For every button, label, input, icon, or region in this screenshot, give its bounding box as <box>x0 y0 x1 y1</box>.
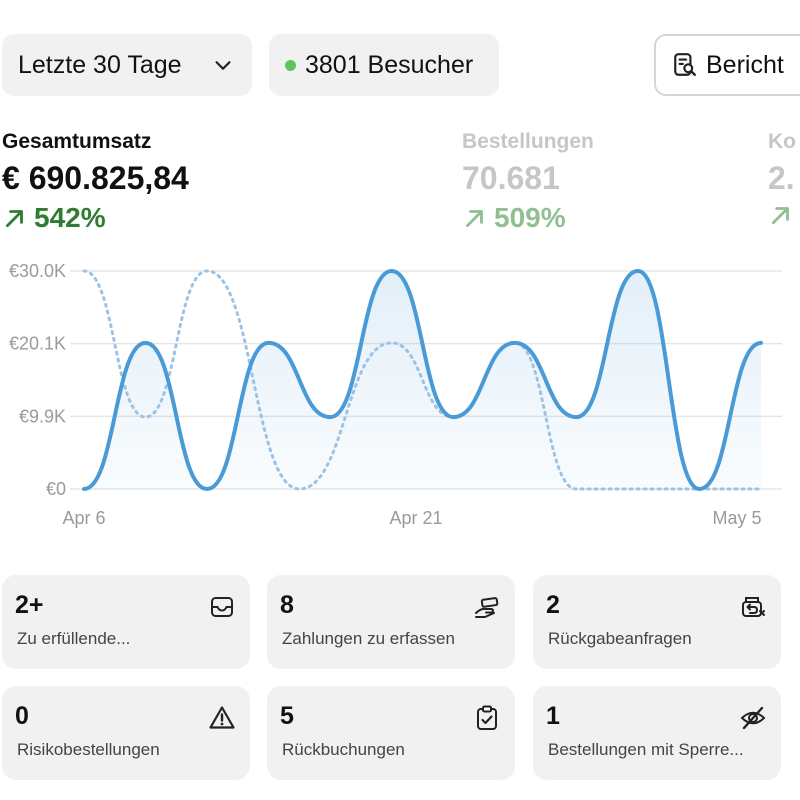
metric-label: Bestellungen <box>462 130 594 153</box>
metric-value: € 690.825,84 <box>2 160 189 196</box>
trend-up-arrow-icon <box>6 210 23 227</box>
metric-value: 2. <box>768 160 795 196</box>
task-card-count: 1 <box>546 702 560 730</box>
metric-change-value: 542% <box>34 202 106 233</box>
metric-change-value: 509% <box>494 202 566 233</box>
y-tick-label: €30.0K <box>9 261 66 281</box>
y-tick-label: €9.9K <box>19 406 66 426</box>
task-card-label: Zahlungen zu erfassen <box>282 629 455 648</box>
x-tick-label: Apr 6 <box>62 508 105 528</box>
chevron-down-icon <box>215 61 231 70</box>
metric-change: 509% <box>462 202 594 234</box>
task-card-r-ckbuchungen[interactable]: 5 Rückbuchungen <box>267 686 515 780</box>
task-card-count: 5 <box>280 702 294 730</box>
metric-value: 70.681 <box>462 160 560 196</box>
task-card-label: Risikobestellungen <box>17 740 160 759</box>
x-tick-label: May 5 <box>712 508 761 528</box>
metric-orders[interactable]: Bestellungen 70.681 509% <box>462 130 594 234</box>
trend-up-arrow-icon <box>772 207 789 224</box>
task-card-count: 2 <box>546 591 560 619</box>
task-card-label: Rückbuchungen <box>282 740 405 759</box>
task-card-label: Zu erfüllende... <box>17 629 131 648</box>
report-button[interactable]: Bericht <box>654 34 800 96</box>
task-card-zahlungen-zu-erfassen[interactable]: 8 Zahlungen zu erfassen <box>267 575 515 669</box>
task-card-count: 2+ <box>15 591 44 619</box>
metric-total-sales[interactable]: Gesamtumsatz € 690.825,84 542% <box>2 130 189 234</box>
task-card-label: Rückgabeanfragen <box>548 629 692 648</box>
task-card-bestellungen-mit-sperre[interactable]: 1 Bestellungen mit Sperre... <box>533 686 781 780</box>
task-card-count: 0 <box>15 702 29 730</box>
metric-label: Ko <box>768 130 796 153</box>
x-tick-label: Apr 21 <box>389 508 442 528</box>
clipboard-check-icon <box>477 705 497 730</box>
metric-conversion[interactable]: Ko 2. <box>768 130 800 228</box>
task-card-risikobestellungen[interactable]: 0 Risikobestellungen <box>2 686 250 780</box>
report-search-icon <box>674 53 696 76</box>
y-tick-label: €0 <box>46 479 66 499</box>
task-card-label: Bestellungen mit Sperre... <box>548 740 744 759</box>
inbox-icon <box>211 597 233 617</box>
visitors-label: 3801 Besucher <box>305 50 474 79</box>
eye-off-icon <box>740 706 766 730</box>
metric-change: 542% <box>2 202 189 234</box>
visitors-filter[interactable]: 3801 Besucher <box>269 34 499 96</box>
report-button-label: Bericht <box>706 50 784 79</box>
metric-change <box>768 202 800 228</box>
task-card-zu-erf-llende[interactable]: 2+ Zu erfüllende... <box>2 575 250 669</box>
warning-icon <box>209 706 235 729</box>
task-card-count: 8 <box>280 591 294 619</box>
task-card-r-ckgabeanfragen[interactable]: 2 Rückgabeanfragen <box>533 575 781 669</box>
hand-payment-icon <box>475 597 499 618</box>
date-range-label: Letzte 30 Tage <box>18 50 182 79</box>
live-status-dot <box>285 59 296 71</box>
y-tick-label: €20.1K <box>9 334 66 354</box>
sales-chart[interactable]: €30.0K €20.1K €9.9K €0 Apr 6 Apr 21 May 5 <box>0 255 800 535</box>
comparison-series-line <box>82 269 763 491</box>
date-range-dropdown[interactable]: Letzte 30 Tage <box>2 34 252 96</box>
trend-up-arrow-icon <box>466 210 483 227</box>
return-box-icon <box>742 597 765 617</box>
metric-label: Gesamtumsatz <box>2 130 152 153</box>
current-series-line <box>82 268 763 492</box>
